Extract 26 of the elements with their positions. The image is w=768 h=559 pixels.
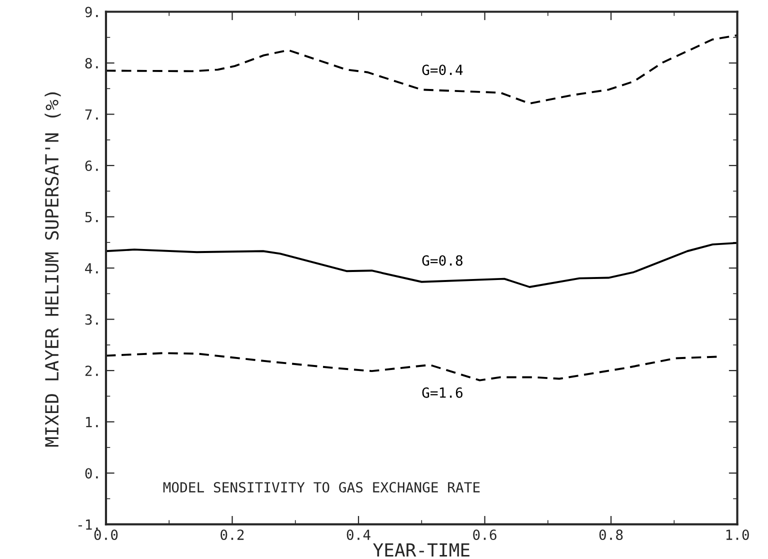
y-tick-label: 4. [85,263,98,274]
line-series [106,34,738,104]
y-tick-label: 0. [85,468,98,479]
series-label: G=0.8 [422,255,462,266]
y-tick-label: 2. [85,366,98,376]
x-axis-title: YEAR-TIME [373,543,470,557]
x-tick-label: 0.2 [220,530,244,540]
series-label: G=0.4 [422,64,463,76]
y-tick-label: 7. [85,109,98,120]
y-tick-label: -1. [78,520,98,530]
y-tick-label: 8. [85,58,98,69]
line-series [106,242,738,288]
x-tick-label: 0.4 [346,530,370,540]
y-tick-label: 6. [85,160,98,172]
y-axis-title: MIXED LAYER HELIUM SUPERSAT'N (%) [44,92,61,447]
series-label: G=1.6 [422,387,462,398]
line-series [106,352,718,382]
y-tick-label: 9. [85,6,98,18]
x-tick-label: 0.6 [473,530,496,540]
y-tick-label: 3. [85,314,98,325]
annotation: MODEL SENSITIVITY TO GAS EXCHANGE RATE [163,482,480,493]
y-tick-label: 5. [85,212,98,222]
x-tick-label: 0.8 [599,530,623,540]
y-tick-label: 1. [86,417,98,428]
x-tick-label: 1.0 [726,530,749,540]
x-tick-label: 0.0 [94,530,118,540]
